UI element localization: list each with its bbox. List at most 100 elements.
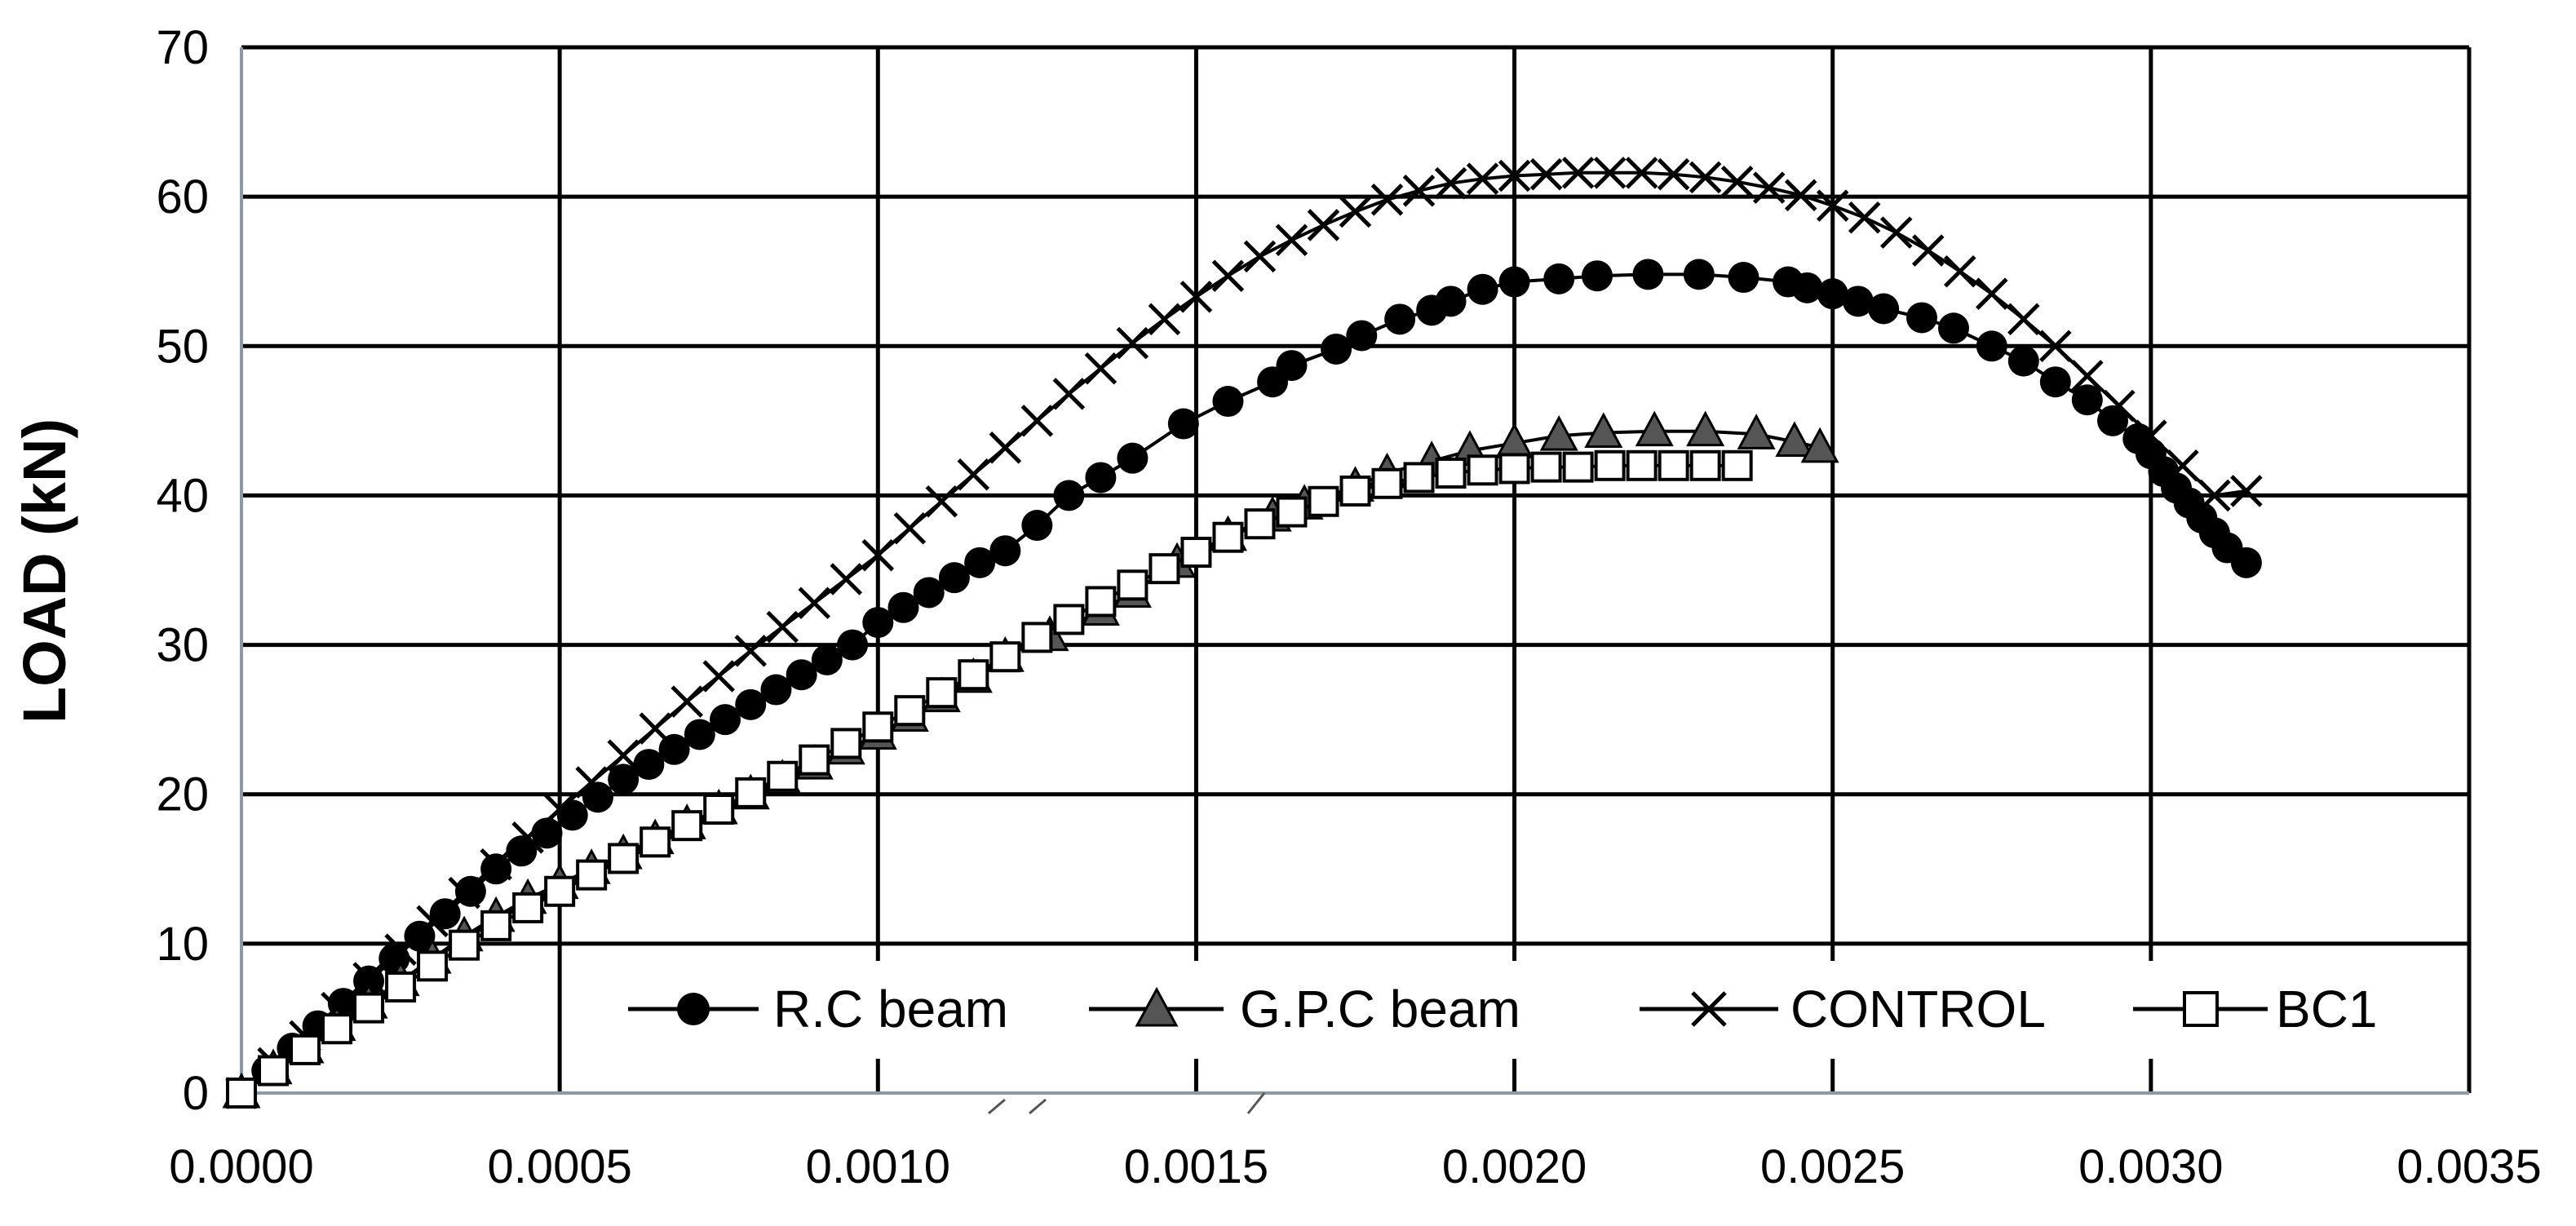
data-point bbox=[2230, 547, 2262, 578]
data-point bbox=[607, 739, 640, 772]
data-point bbox=[1879, 216, 1913, 249]
data-point bbox=[1816, 189, 1849, 222]
data-point bbox=[480, 853, 512, 885]
data-point bbox=[830, 728, 862, 759]
data-point bbox=[1562, 451, 1594, 483]
data-point bbox=[1498, 266, 1530, 298]
data-point bbox=[735, 777, 767, 808]
data-point bbox=[1275, 224, 1308, 257]
axes: 0 10 20 30 40 50 60 70 0.0000 0.0005 0.0010 0.0015 0… bbox=[156, 21, 2541, 1193]
data-point bbox=[1584, 412, 1623, 449]
data-point bbox=[1384, 303, 1416, 335]
data-point bbox=[1053, 480, 1085, 511]
data-point bbox=[830, 563, 863, 595]
data-point bbox=[989, 432, 1022, 464]
x-tick-label: 0.0005 bbox=[487, 1140, 631, 1193]
data-point bbox=[1053, 604, 1085, 635]
data-point bbox=[798, 586, 831, 620]
data-point bbox=[1180, 537, 1212, 569]
data-point bbox=[1467, 273, 1498, 305]
data-point bbox=[1658, 449, 1689, 481]
data-point bbox=[1737, 414, 1776, 449]
data-point bbox=[2135, 419, 2167, 452]
data-point bbox=[799, 744, 830, 776]
data-point bbox=[608, 763, 640, 795]
x-tick-label: 0.0000 bbox=[169, 1140, 313, 1193]
data-point bbox=[1720, 166, 1754, 198]
data-point bbox=[1594, 449, 1626, 481]
series-bc1 bbox=[226, 449, 1753, 1109]
data-point bbox=[1212, 386, 1244, 418]
y-tick-label: 70 bbox=[156, 21, 209, 74]
data-point bbox=[1498, 159, 1531, 193]
data-point bbox=[575, 766, 608, 799]
data-point bbox=[1775, 421, 1814, 457]
data-point bbox=[837, 629, 869, 661]
data-point bbox=[2230, 475, 2263, 507]
data-point bbox=[1626, 449, 1658, 481]
data-point bbox=[1402, 175, 1436, 207]
data-point bbox=[1211, 259, 1245, 292]
axis-break-marks bbox=[988, 1092, 1266, 1115]
data-point bbox=[1976, 330, 2007, 362]
data-point bbox=[1625, 157, 1658, 189]
data-point bbox=[2103, 389, 2136, 423]
data-point bbox=[1180, 281, 1213, 313]
legend-marker-square bbox=[2183, 991, 2219, 1027]
data-point bbox=[416, 905, 449, 938]
legend-label-rc-beam: R.C beam bbox=[773, 980, 1008, 1038]
data-point bbox=[989, 535, 1021, 567]
data-point bbox=[1212, 521, 1244, 553]
legend-marker-triangle bbox=[1135, 986, 1179, 1027]
data-point bbox=[1689, 161, 1722, 194]
data-point bbox=[1466, 162, 1499, 195]
data-point bbox=[1435, 285, 1467, 317]
data-point bbox=[702, 660, 735, 693]
y-axis-label: LOAD (kN) bbox=[11, 418, 78, 724]
data-point bbox=[352, 962, 385, 994]
legend: R.C beam G.P.C beam CONTROL BC1 bbox=[605, 961, 2400, 1059]
data-point bbox=[480, 910, 512, 941]
data-point bbox=[1791, 272, 1823, 303]
data-point bbox=[1148, 303, 1181, 336]
data-point bbox=[1683, 259, 1715, 290]
data-point bbox=[957, 458, 990, 491]
data-point bbox=[1117, 569, 1149, 601]
data-point bbox=[1905, 302, 1937, 334]
data-point bbox=[608, 843, 640, 874]
x-tick-label: 0.0025 bbox=[1760, 1140, 1905, 1193]
data-point bbox=[2167, 449, 2199, 482]
data-point bbox=[633, 749, 665, 781]
data-point bbox=[454, 875, 486, 907]
data-point bbox=[1435, 457, 1467, 489]
data-point bbox=[862, 607, 894, 639]
legend-background bbox=[605, 961, 2400, 1059]
y-tick-label: 60 bbox=[156, 170, 209, 224]
data-point bbox=[1632, 259, 1664, 290]
legend-item-rc-beam: R.C beam bbox=[628, 980, 1008, 1038]
data-point bbox=[576, 859, 608, 891]
y-tick-label: 20 bbox=[156, 768, 209, 821]
data-point bbox=[556, 799, 588, 831]
data-point bbox=[767, 760, 799, 792]
data-point bbox=[1842, 285, 1874, 317]
data-point bbox=[385, 971, 417, 1002]
data-point bbox=[1911, 234, 1945, 267]
y-tick-label: 50 bbox=[156, 320, 209, 373]
y-tick-label: 30 bbox=[156, 619, 209, 672]
data-point bbox=[1530, 451, 1562, 483]
data-point bbox=[511, 821, 544, 854]
data-point bbox=[671, 685, 703, 718]
data-point bbox=[1085, 586, 1117, 617]
data-point bbox=[1339, 195, 1372, 228]
data-point bbox=[353, 992, 385, 1024]
data-point bbox=[710, 704, 741, 736]
data-point bbox=[639, 712, 671, 745]
data-point bbox=[1021, 510, 1053, 542]
legend-item-gpc-beam: G.P.C beam bbox=[1089, 980, 1520, 1038]
data-point bbox=[958, 659, 989, 691]
data-point bbox=[1467, 454, 1498, 486]
data-point bbox=[384, 933, 417, 966]
data-point bbox=[1339, 475, 1371, 507]
